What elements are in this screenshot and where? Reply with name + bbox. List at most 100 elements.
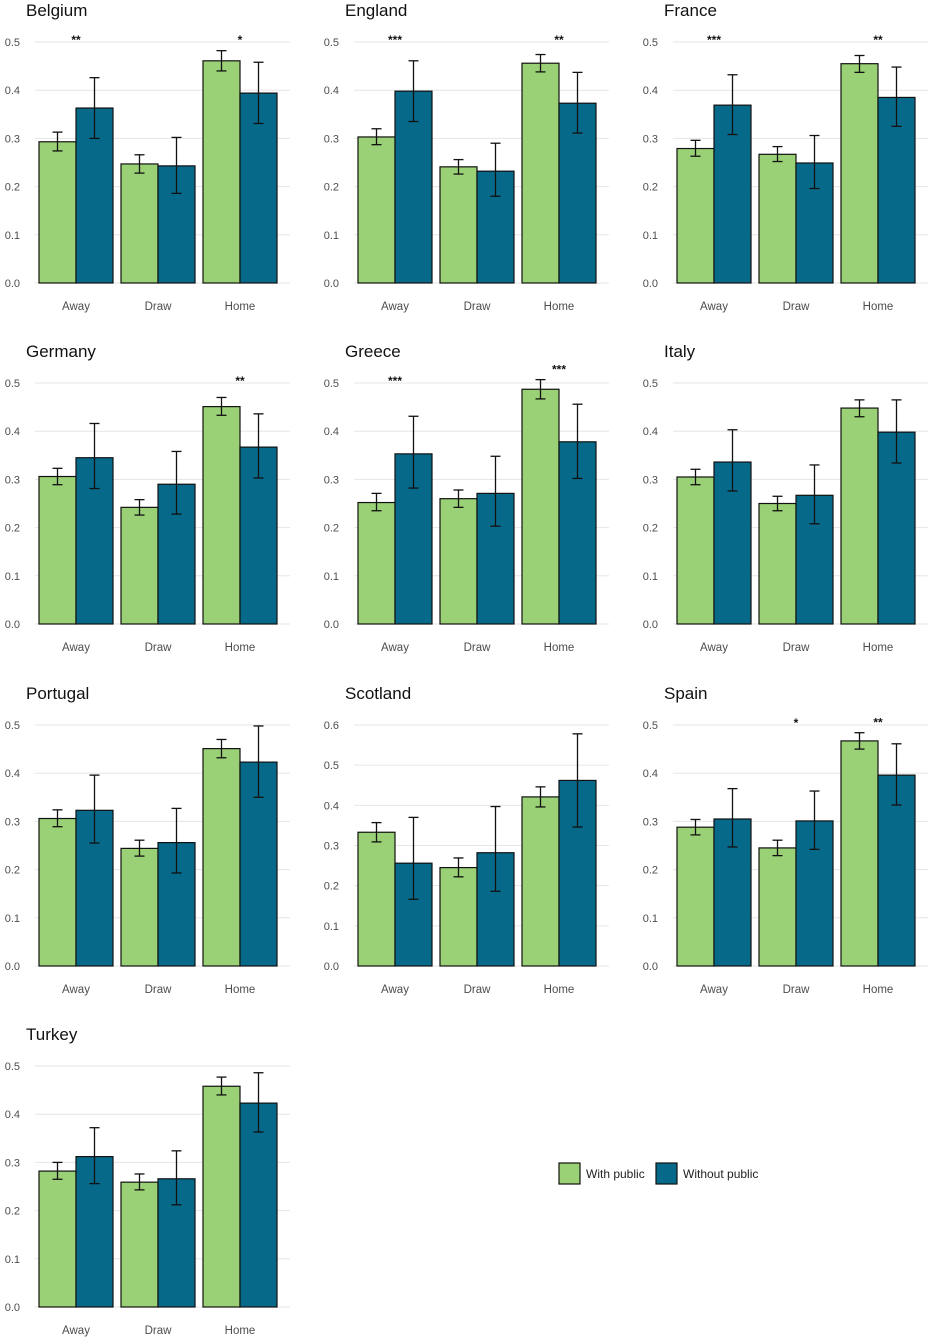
y-tick-label: 0.4 bbox=[324, 800, 339, 812]
error-bar-without-draw bbox=[809, 464, 820, 525]
error-bar-without-home bbox=[891, 66, 902, 127]
panel-title: France bbox=[664, 1, 717, 20]
error-bar-with-home bbox=[854, 54, 865, 74]
error-bar-without-home bbox=[253, 1072, 264, 1133]
y-tick-label: 0.3 bbox=[5, 133, 20, 145]
error-bar-with-away bbox=[690, 818, 701, 836]
error-bar-without-home bbox=[572, 733, 583, 828]
x-tick-label: Away bbox=[62, 984, 90, 996]
bar-with-home bbox=[202, 406, 241, 625]
error-bar-with-home bbox=[854, 399, 865, 418]
error-bar-with-away bbox=[52, 131, 63, 152]
error-bar-without-away bbox=[727, 787, 738, 848]
bar-with-away bbox=[38, 141, 77, 284]
y-tick-label: 0.3 bbox=[5, 816, 20, 828]
y-tick-label: 0.1 bbox=[5, 1254, 20, 1266]
bar-with-away bbox=[676, 476, 715, 625]
y-tick-label: 0.3 bbox=[5, 474, 20, 486]
error-bar-without-home bbox=[572, 403, 583, 480]
error-bar-with-draw bbox=[453, 857, 464, 878]
x-tick-label: Home bbox=[544, 984, 575, 996]
error-bar-without-away bbox=[89, 422, 100, 490]
error-bar-with-away bbox=[690, 468, 701, 486]
x-tick-label: Home bbox=[225, 1325, 256, 1337]
error-bar-without-draw bbox=[171, 136, 182, 194]
y-tick-label: 0.0 bbox=[643, 961, 658, 973]
y-tick-label: 0.3 bbox=[324, 474, 339, 486]
legend-item-without: Without public bbox=[655, 1162, 758, 1185]
significance-marker: *** bbox=[552, 363, 566, 377]
bar-with-away bbox=[38, 1170, 77, 1308]
y-tick-label: 0.0 bbox=[5, 961, 20, 973]
error-bar-with-home bbox=[535, 378, 546, 400]
bar-without-home bbox=[877, 431, 916, 625]
bar-without-home bbox=[239, 1102, 278, 1308]
panel-spain: Spain 0.0 0.1 0.2 0.3 0.4 0.5 Away Draw * Home ** bbox=[643, 684, 928, 996]
bar-with-home bbox=[840, 63, 879, 284]
significance-marker: ** bbox=[235, 374, 245, 388]
bar-with-home bbox=[521, 796, 560, 967]
error-bar-without-away bbox=[727, 74, 738, 136]
x-tick-label: Away bbox=[381, 642, 409, 654]
y-tick-label: 0.1 bbox=[643, 571, 658, 583]
y-tick-label: 0.0 bbox=[324, 619, 339, 631]
x-tick-label: Draw bbox=[145, 301, 173, 313]
panel-title: Belgium bbox=[26, 1, 87, 20]
panel-portugal: Portugal 0.0 0.1 0.2 0.3 0.4 0.5 Away Draw Home bbox=[5, 684, 290, 996]
error-bar-with-away bbox=[52, 809, 63, 828]
y-tick-label: 0.0 bbox=[5, 1302, 20, 1314]
bar-with-draw bbox=[758, 847, 797, 967]
bar-with-home bbox=[202, 1085, 241, 1308]
bar-with-home bbox=[202, 60, 241, 284]
error-bar-with-draw bbox=[134, 154, 145, 174]
x-tick-label: Draw bbox=[145, 1325, 173, 1337]
bar-with-draw bbox=[439, 498, 478, 625]
y-tick-label: 0.1 bbox=[5, 571, 20, 583]
x-tick-label: Draw bbox=[464, 301, 492, 313]
x-tick-label: Draw bbox=[783, 984, 811, 996]
error-bar-with-home bbox=[535, 786, 546, 808]
error-bar-without-away bbox=[89, 1127, 100, 1185]
panel-title: Greece bbox=[345, 342, 401, 361]
y-tick-label: 0.2 bbox=[5, 1206, 20, 1218]
error-bar-without-home bbox=[891, 399, 902, 464]
legend-item-with: With public bbox=[558, 1162, 645, 1185]
error-bar-without-away bbox=[408, 60, 419, 123]
y-tick-label: 0.2 bbox=[5, 182, 20, 194]
significance-marker: * bbox=[238, 33, 243, 47]
y-tick-label: 0.0 bbox=[5, 619, 20, 631]
x-tick-label: Home bbox=[544, 301, 575, 313]
y-tick-label: 0.1 bbox=[324, 921, 339, 933]
bar-with-away bbox=[676, 147, 715, 284]
panel-england: England 0.0 0.1 0.2 0.3 0.4 0.5 Away *** Draw Home… bbox=[324, 1, 609, 313]
significance-marker: ** bbox=[873, 33, 883, 47]
legend-label: Without public bbox=[683, 1167, 758, 1181]
error-bar-without-draw bbox=[490, 805, 501, 892]
error-bar-with-home bbox=[216, 738, 227, 759]
error-bar-with-draw bbox=[772, 839, 783, 857]
y-tick-label: 0.5 bbox=[5, 378, 20, 390]
y-tick-label: 0.3 bbox=[643, 816, 658, 828]
significance-marker: ** bbox=[873, 716, 883, 730]
bar-with-draw bbox=[758, 153, 797, 284]
error-bar-without-home bbox=[253, 725, 264, 798]
error-bar-with-away bbox=[52, 1161, 63, 1180]
bar-with-away bbox=[357, 136, 396, 284]
error-bar-without-away bbox=[89, 774, 100, 844]
x-tick-label: Draw bbox=[783, 301, 811, 313]
error-bar-with-draw bbox=[134, 839, 145, 857]
x-tick-label: Home bbox=[863, 984, 894, 996]
bar-with-home bbox=[840, 407, 879, 625]
error-bar-without-draw bbox=[171, 807, 182, 874]
significance-marker: * bbox=[794, 716, 799, 730]
x-tick-label: Away bbox=[381, 301, 409, 313]
y-tick-label: 0.3 bbox=[643, 133, 658, 145]
bar-with-home bbox=[521, 62, 560, 284]
error-bar-without-home bbox=[891, 743, 902, 806]
y-tick-label: 0.5 bbox=[5, 720, 20, 732]
panel-title: Scotland bbox=[345, 684, 411, 703]
y-tick-label: 0.4 bbox=[324, 426, 339, 438]
y-tick-label: 0.1 bbox=[5, 913, 20, 925]
y-tick-label: 0.5 bbox=[324, 760, 339, 772]
x-tick-label: Draw bbox=[145, 984, 173, 996]
